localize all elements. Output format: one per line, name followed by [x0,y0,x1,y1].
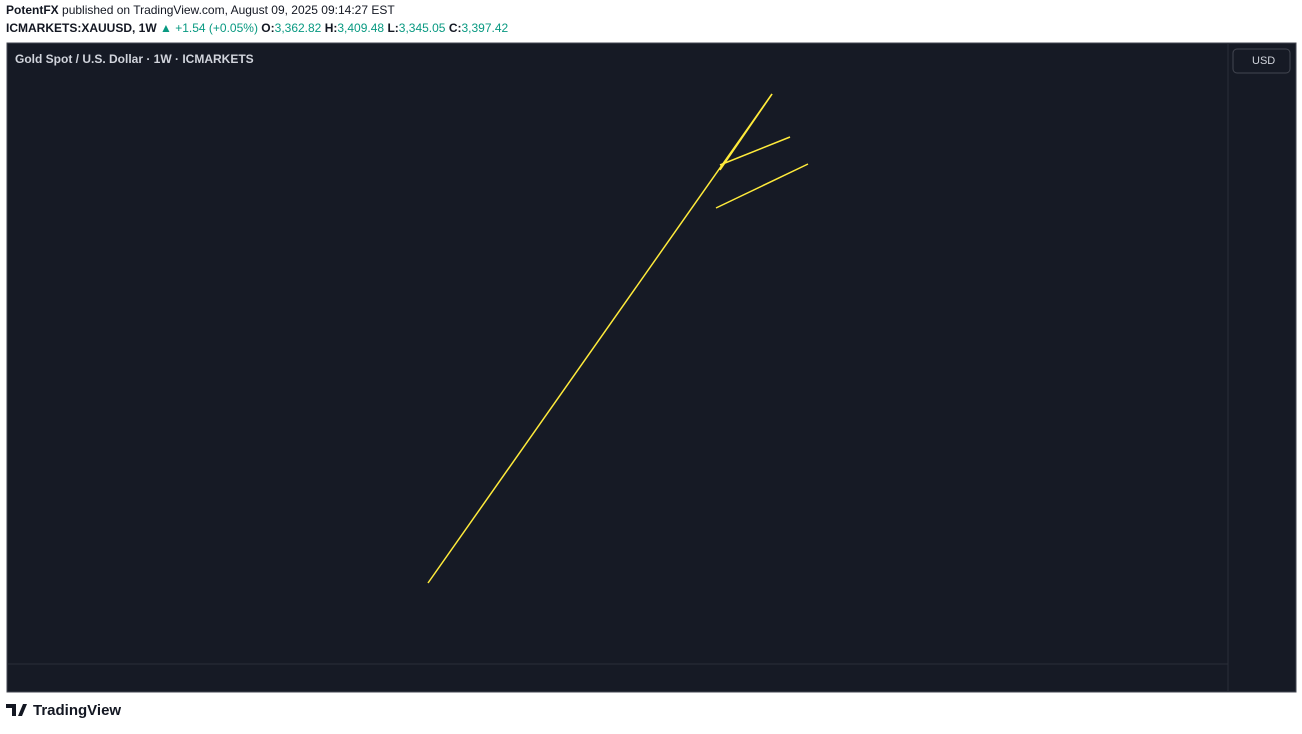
ohlc-value: 3,345.05 [399,21,446,35]
ohlc-value: 3,409.48 [337,21,384,35]
currency: USD [1252,55,1275,67]
ohlc-label: C: [449,21,462,35]
trendline [715,163,809,209]
trendlines [427,93,809,584]
logo-text: TradingView [33,702,121,719]
change: ▲ +1.54 (+0.05%) [160,21,258,35]
published: published on TradingView.com, August 09,… [62,3,395,17]
ohlc-label: O: [261,21,274,35]
ohlc-label: H: [325,21,338,35]
author: PotentFX [6,3,59,17]
publish-line: PotentFX published on TradingView.com, A… [6,3,395,17]
trendline [427,93,773,584]
logo: TradingView [6,702,121,719]
symbol-line: ICMARKETS:XAUUSD, 1W ▲ +1.54 (+0.05%) O:… [6,21,509,35]
symbol: ICMARKETS:XAUUSD, 1W [6,21,157,35]
trendline [719,136,791,166]
logo-mark [6,704,27,716]
ohlc-value: 3,362.82 [275,21,322,35]
chart-title: Gold Spot / U.S. Dollar · 1W · ICMARKETS [15,52,254,66]
ohlc-label: L: [387,21,398,35]
trendline [719,93,773,171]
currency-button[interactable] [1232,48,1291,74]
ohlc-value: 3,397.42 [462,21,509,35]
chart-frame [6,42,1297,693]
